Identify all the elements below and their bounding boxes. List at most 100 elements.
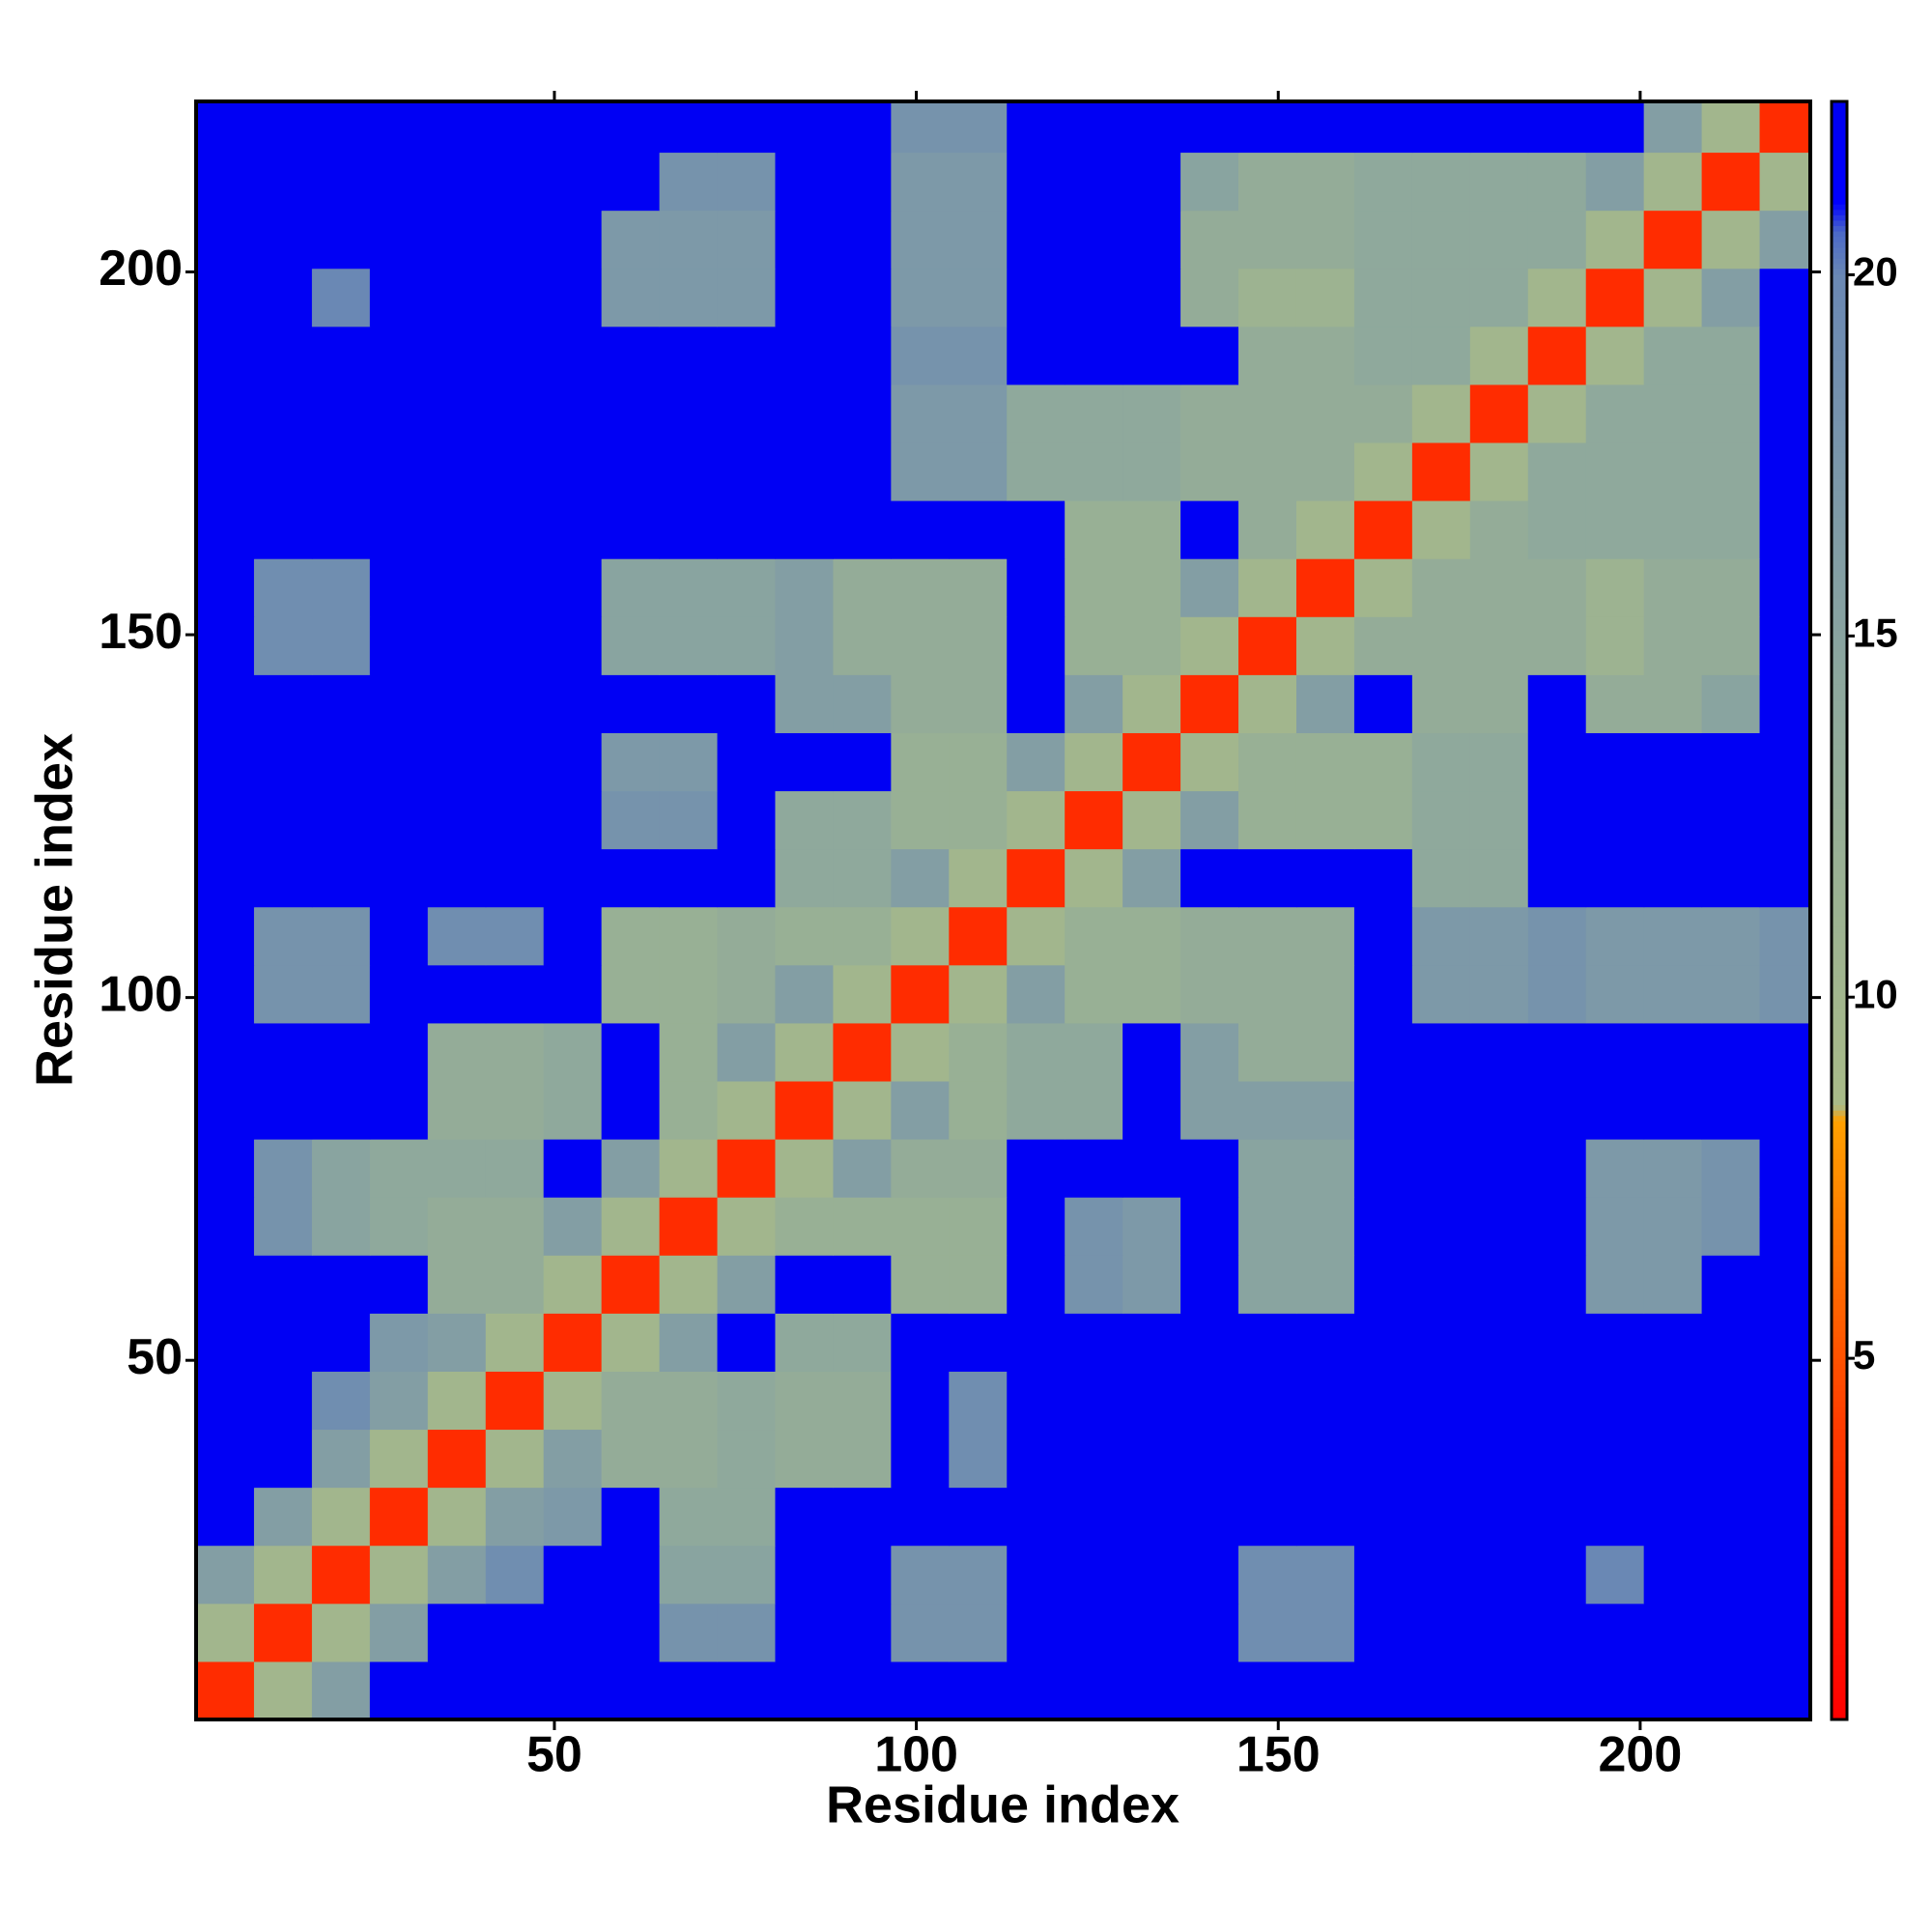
colorbar-swatch bbox=[1832, 209, 1847, 215]
heatmap-cell bbox=[1353, 906, 1413, 966]
heatmap-cell bbox=[369, 1197, 429, 1256]
heatmap-cell bbox=[1353, 558, 1413, 617]
heatmap-cell bbox=[196, 1487, 255, 1547]
heatmap-cell bbox=[833, 210, 892, 270]
heatmap-cell bbox=[485, 848, 545, 908]
heatmap-cell bbox=[659, 1313, 719, 1372]
heatmap-cell bbox=[1238, 1429, 1297, 1489]
heatmap-cell bbox=[1065, 848, 1123, 908]
colorbar-swatch bbox=[1832, 1584, 1847, 1591]
heatmap-cell bbox=[1643, 674, 1703, 733]
colorbar-swatch bbox=[1832, 543, 1847, 551]
heatmap-cell bbox=[659, 732, 719, 792]
colorbar-swatch bbox=[1832, 1551, 1847, 1559]
heatmap-cell bbox=[369, 1545, 429, 1605]
colorbar-swatch bbox=[1832, 937, 1847, 944]
heatmap-cell bbox=[1527, 1313, 1587, 1372]
heatmap-cell bbox=[1180, 1371, 1239, 1431]
heatmap-cell bbox=[775, 152, 834, 212]
heatmap-cell bbox=[717, 1371, 776, 1431]
heatmap-cell bbox=[1585, 848, 1645, 908]
colorbar-frame bbox=[1830, 99, 1849, 1721]
heatmap-cell bbox=[311, 1545, 371, 1605]
heatmap-cell bbox=[949, 1545, 1008, 1605]
colorbar-swatch bbox=[1832, 991, 1847, 998]
heatmap-cell bbox=[543, 1197, 603, 1256]
heatmap-cell bbox=[717, 1197, 776, 1256]
colorbar-swatch bbox=[1832, 457, 1847, 464]
heatmap-cell bbox=[659, 1255, 719, 1314]
heatmap-cell bbox=[1007, 268, 1065, 327]
heatmap-cell bbox=[891, 1197, 950, 1256]
heatmap-cell bbox=[543, 1429, 603, 1489]
heatmap-cell bbox=[1065, 1545, 1123, 1605]
heatmap-cell bbox=[369, 1313, 429, 1372]
heatmap-cell bbox=[543, 326, 603, 385]
heatmap-cell bbox=[196, 101, 255, 154]
heatmap-cell bbox=[1353, 964, 1413, 1024]
heatmap-cell bbox=[1180, 1603, 1239, 1662]
heatmap-cell bbox=[543, 964, 603, 1024]
colorbar-swatch bbox=[1832, 1029, 1847, 1036]
heatmap-cell bbox=[369, 1429, 429, 1489]
heatmap-cell bbox=[1295, 1022, 1355, 1082]
heatmap-cell bbox=[891, 732, 950, 792]
heatmap-cell bbox=[949, 1022, 1008, 1082]
heatmap-cell bbox=[253, 1545, 313, 1605]
colorbar-swatch bbox=[1832, 1223, 1847, 1230]
heatmap-cell bbox=[427, 558, 487, 617]
heatmap-cell bbox=[1411, 1139, 1471, 1198]
colorbar-swatch bbox=[1832, 495, 1847, 501]
colorbar-swatch bbox=[1832, 1023, 1847, 1030]
colorbar-swatch bbox=[1832, 382, 1847, 388]
colorbar-swatch bbox=[1832, 1628, 1847, 1634]
heatmap-cell bbox=[253, 558, 313, 617]
heatmap-cell bbox=[427, 1197, 487, 1256]
heatmap-cell bbox=[1065, 1139, 1123, 1198]
heatmap-cell bbox=[1065, 101, 1123, 154]
heatmap-cell bbox=[1295, 1197, 1355, 1256]
heatmap-cell bbox=[1007, 790, 1065, 850]
heatmap-cell bbox=[1759, 732, 1811, 792]
colorbar-swatch bbox=[1832, 630, 1847, 637]
heatmap-cell bbox=[1295, 790, 1355, 850]
colorbar-swatch bbox=[1832, 386, 1847, 394]
heatmap-cell bbox=[949, 964, 1008, 1024]
colorbar-swatch bbox=[1832, 1250, 1847, 1257]
heatmap-cell bbox=[775, 1313, 834, 1372]
heatmap-cell bbox=[717, 326, 776, 385]
heatmap-cell bbox=[1353, 101, 1413, 154]
heatmap-cell bbox=[1585, 101, 1645, 154]
colorbar-swatch bbox=[1832, 1616, 1847, 1624]
heatmap-cell bbox=[427, 268, 487, 327]
heatmap-cell bbox=[1411, 1603, 1471, 1662]
heatmap-cell bbox=[253, 1139, 313, 1198]
heatmap-cell bbox=[1238, 1197, 1297, 1256]
heatmap-cell bbox=[1007, 442, 1065, 501]
heatmap-cell bbox=[601, 1255, 661, 1314]
heatmap-cell bbox=[717, 442, 776, 501]
heatmap-cell bbox=[1065, 1429, 1123, 1489]
heatmap-cell bbox=[1643, 1139, 1703, 1198]
heatmap-cell bbox=[1353, 152, 1413, 212]
heatmap-cell bbox=[369, 152, 429, 212]
heatmap-cell bbox=[1759, 1371, 1811, 1431]
heatmap-cell bbox=[1585, 152, 1645, 212]
heatmap-cell bbox=[1180, 1487, 1239, 1547]
colorbar-swatch bbox=[1832, 640, 1847, 647]
heatmap-cell bbox=[717, 674, 776, 733]
heatmap-cell bbox=[1701, 152, 1761, 212]
heatmap-cell bbox=[1295, 674, 1355, 733]
heatmap-cell bbox=[1295, 1313, 1355, 1372]
heatmap-cell bbox=[369, 1371, 429, 1431]
heatmap-cell bbox=[1585, 500, 1645, 559]
heatmap-cell bbox=[369, 326, 429, 385]
colorbar-swatch bbox=[1832, 1352, 1847, 1359]
colorbar-swatch bbox=[1832, 306, 1847, 313]
colorbar-swatch bbox=[1832, 1077, 1847, 1084]
heatmap-cell bbox=[1353, 1371, 1413, 1431]
colorbar-swatch bbox=[1832, 1104, 1847, 1111]
heatmap-cell bbox=[543, 152, 603, 212]
heatmap-cell bbox=[1759, 152, 1811, 212]
colorbar-swatch bbox=[1832, 1121, 1847, 1127]
